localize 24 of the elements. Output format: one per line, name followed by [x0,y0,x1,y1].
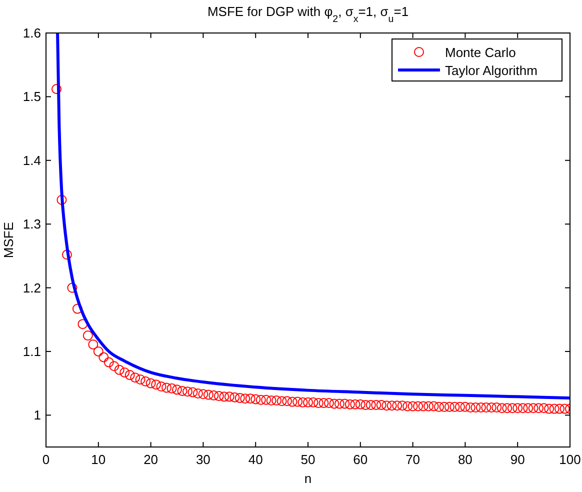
legend-label: Monte Carlo [445,45,516,60]
y-tick-label: 1 [34,408,41,423]
x-axis-title: n [304,471,312,486]
x-tick-label: 60 [353,452,368,467]
x-tick-label: 50 [300,452,316,467]
y-tick-label: 1.3 [22,216,41,232]
x-tick-label: 30 [196,452,210,467]
line-series [56,33,570,400]
x-tick-label: 40 [248,452,263,467]
y-tick-label: 1.2 [22,280,41,296]
y-tick-label: 1.6 [22,26,41,40]
x-tick-label: 10 [91,452,106,467]
y-tick-label: 1.1 [22,344,41,359]
x-tick-label: 20 [144,452,158,467]
chart-title: MSFE for DGP with φ$_{2}$, σ$_{x}$=1, σ$_{u}$=1 [207,4,409,24]
x-tick-label: 0 [42,452,50,467]
x-tick-label: 100 [559,452,581,467]
y-tick-label: 1.5 [22,89,41,104]
x-tick-label: 90 [510,452,525,467]
x-tick-label: 80 [458,452,472,467]
legend-label: Taylor Algorithm [445,63,538,78]
x-tick-label: 70 [406,452,420,467]
y-tick-label: 1.4 [22,152,41,168]
y-axis-title: MSFE [1,222,16,258]
